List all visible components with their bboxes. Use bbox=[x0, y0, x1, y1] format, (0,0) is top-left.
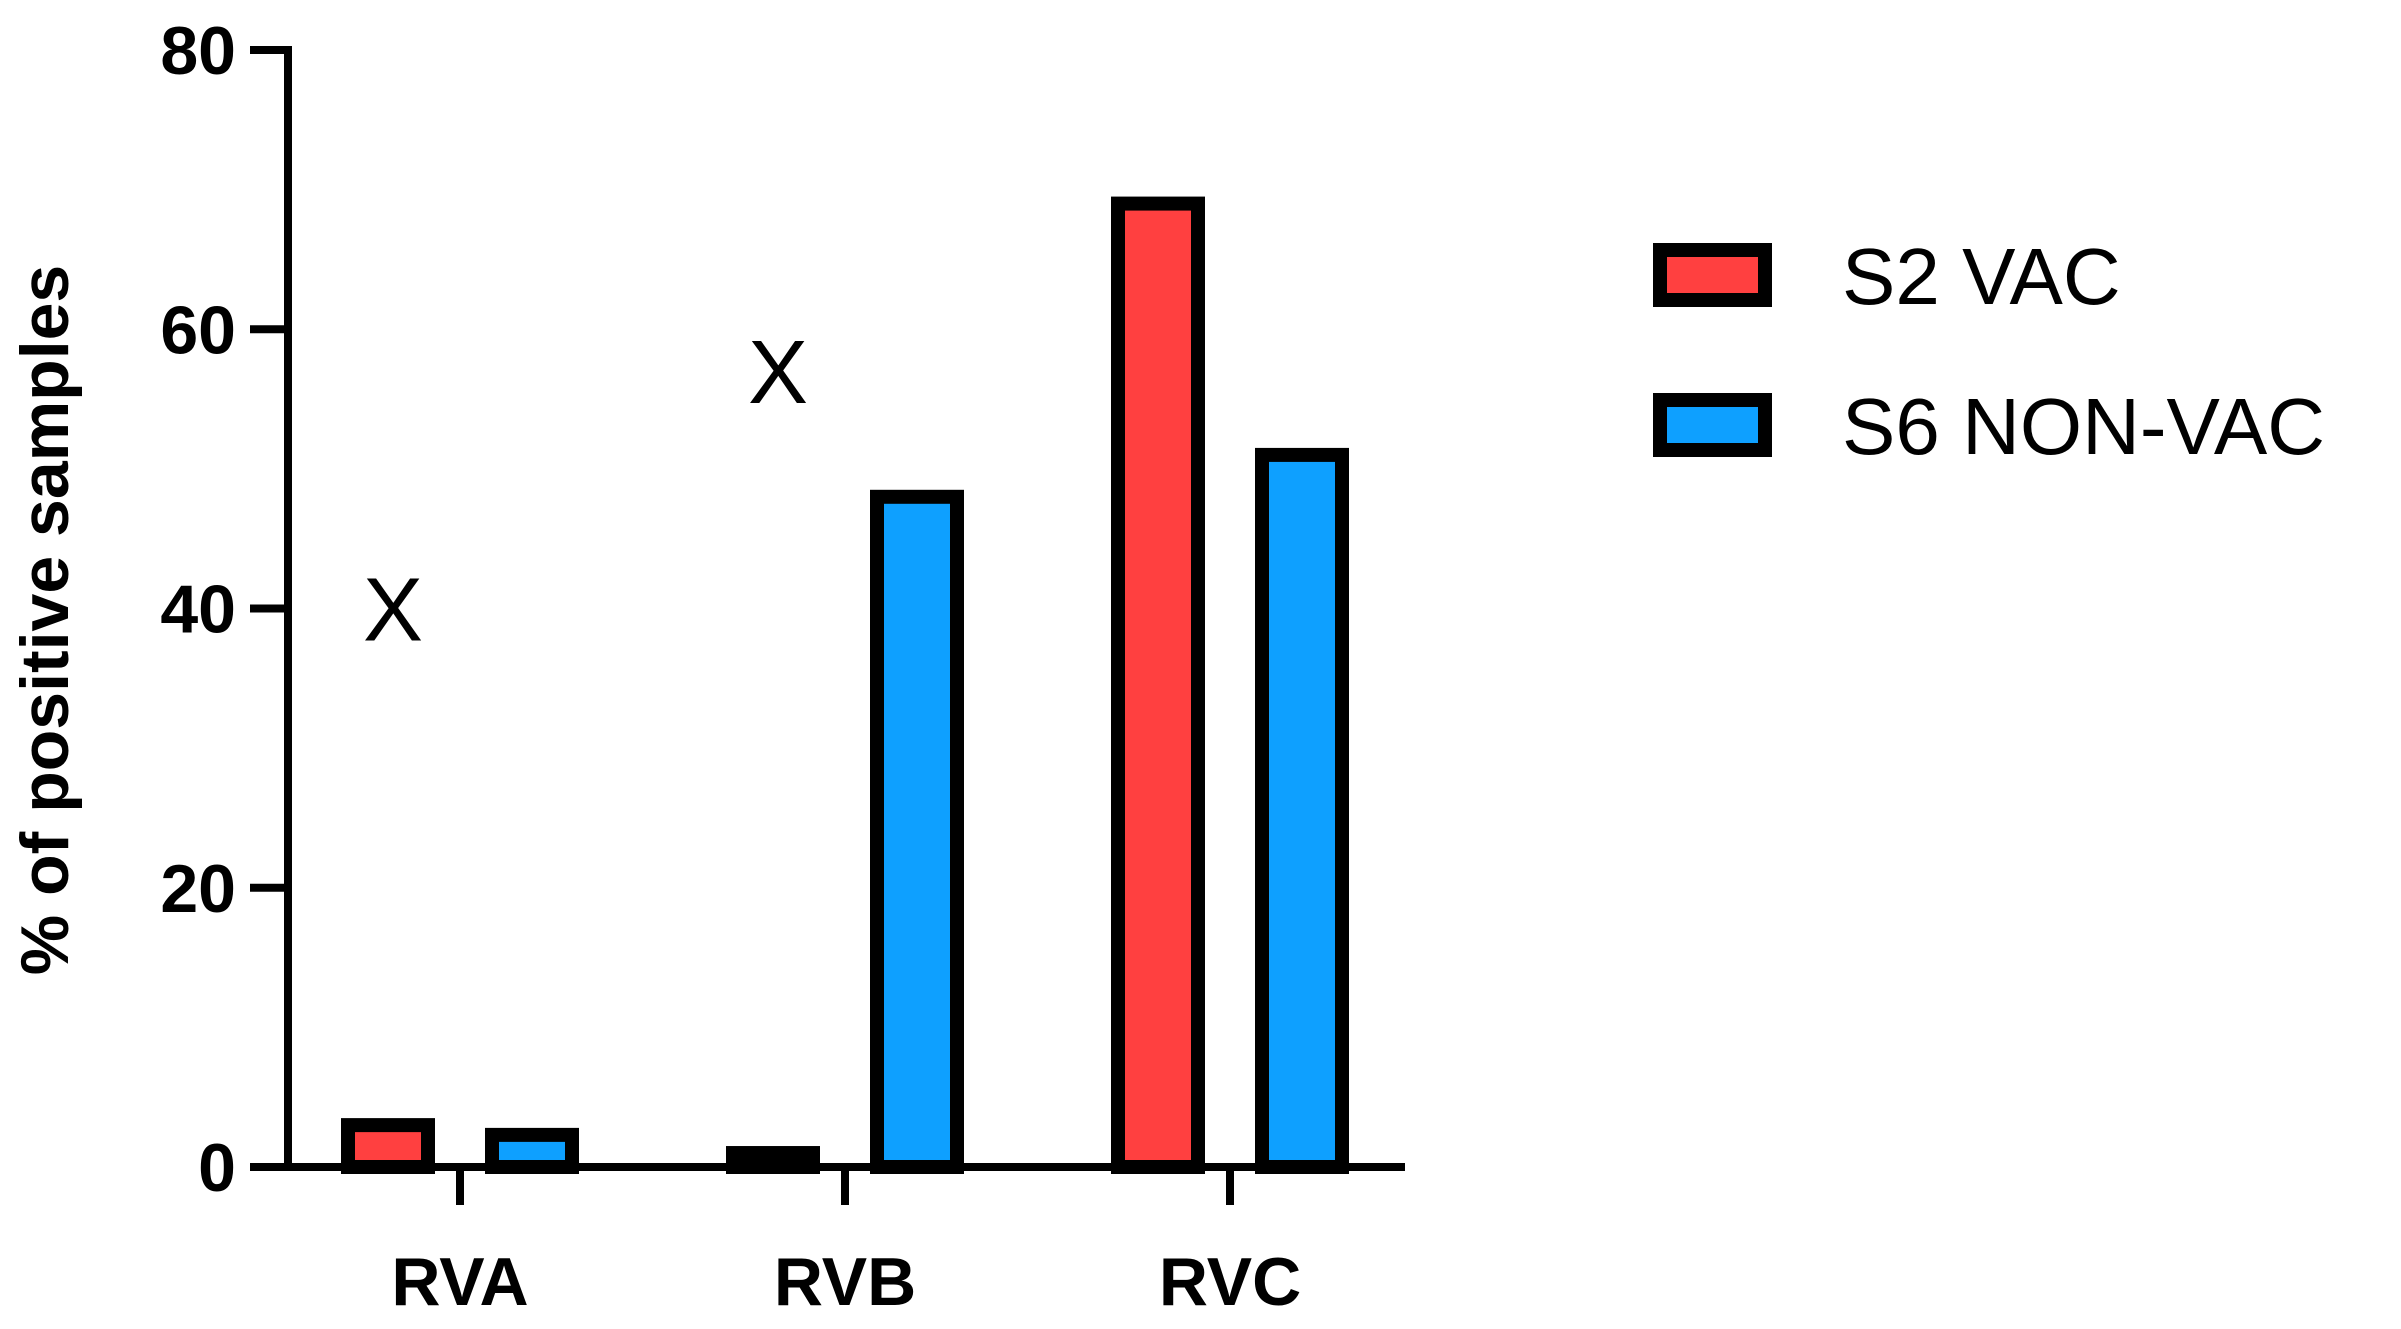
x-tick-label: RVB bbox=[774, 1244, 916, 1320]
bar-s2-vac-rvb bbox=[726, 1146, 820, 1174]
y-tick-label: 0 bbox=[198, 1130, 236, 1206]
annotation-x-rvb: X bbox=[748, 323, 808, 423]
y-axis-title: % of positive samples bbox=[7, 265, 83, 975]
y-tick-label: 20 bbox=[160, 851, 236, 927]
annotations: XX bbox=[363, 323, 808, 660]
bars bbox=[341, 196, 1349, 1175]
bar-s6-non-vac-rvb bbox=[870, 489, 964, 1174]
bar-s2-vac-rvc bbox=[1111, 196, 1205, 1174]
bar-s6-non-vac-rvc bbox=[1255, 447, 1349, 1175]
legend-swatch-1 bbox=[1653, 243, 1772, 307]
legend-label-2: S6 NON-VAC bbox=[1842, 382, 2325, 471]
y-tick-label: 60 bbox=[160, 292, 236, 368]
bar-s6-non-vac-rva bbox=[485, 1127, 579, 1174]
annotation-x-rva: X bbox=[363, 561, 423, 661]
axes bbox=[250, 46, 1405, 1205]
y-tick-label: 40 bbox=[160, 572, 236, 648]
x-tick-label: RVC bbox=[1159, 1244, 1301, 1320]
legend: S2 VAC S6 NON-VAC bbox=[1653, 232, 2325, 471]
legend-swatch-2 bbox=[1653, 393, 1772, 457]
tick-labels: 0 20 40 60 80 RVA RVB RVC bbox=[160, 13, 1301, 1320]
x-tick-label: RVA bbox=[391, 1244, 528, 1320]
legend-label-1: S2 VAC bbox=[1842, 232, 2121, 321]
y-tick-label: 80 bbox=[160, 13, 236, 89]
bar-s2-vac-rva bbox=[341, 1118, 435, 1175]
